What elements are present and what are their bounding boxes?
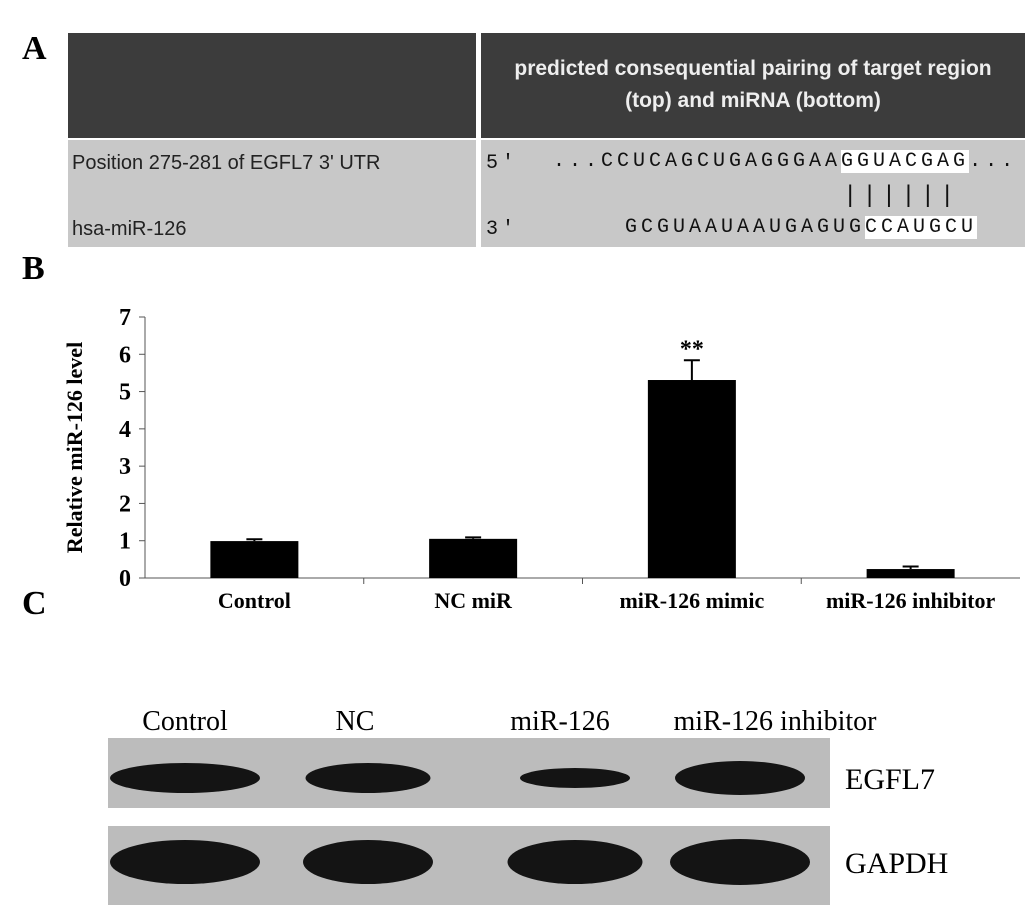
pairing: |||||| [843,183,960,210]
error-bar [246,538,263,542]
header-cell: predicted consequential pairing of targe… [481,33,1025,138]
y-tick-label: 2 [119,491,131,517]
error-bar [902,565,919,570]
error-bar [465,536,482,539]
bar [429,538,518,578]
y-tick-label: 4 [119,417,131,443]
y-tick-label: 6 [119,342,131,368]
lane-label: miR-126 [510,706,610,737]
seq-seed: CCAUGCU [865,216,978,239]
strand-end: 5' [486,152,519,175]
significance: ** [680,336,704,362]
western-blot: Control NC miR-126 miR-126 inhibitor EGFL7 GA… [108,706,948,905]
bar [647,380,736,578]
sequence: GCGUAAUAAUGAGUGCCAUGCU [553,216,978,239]
panel-letter: C [22,585,47,622]
protein-band [520,768,630,788]
blot-label: EGFL7 [845,763,935,796]
seq-part: ...CCUCAGCUGAGGGAA [553,150,842,173]
protein-band [670,839,810,885]
y-tick-label: 7 [119,305,131,331]
row-label: hsa-miR-126 [72,218,187,240]
sequence: ...CCUCAGCUGAGGGAAGGUACGAG... [553,150,1017,173]
panel-letter: B [22,250,45,287]
bar-chart: 0 1 2 3 4 5 6 7 Relative miR-126 level Control NC … [62,305,1020,613]
blot-label: GAPDH [845,847,948,880]
bar [866,569,955,578]
seq-part: GCGUAAUAAUGAGUG [625,216,866,239]
protein-band [507,840,643,884]
x-tick-label: miR-126 inhibitor [826,588,996,613]
protein-band [675,761,805,795]
protein-band [110,840,260,884]
lane-label: NC [336,706,375,737]
lane-label: Control [142,706,228,737]
bar [210,541,299,578]
lane-label: miR-126 inhibitor [674,706,878,737]
y-tick-label: 0 [119,566,131,592]
error-bar [683,359,700,381]
y-axis-label: Relative miR-126 level [62,342,87,553]
seq-part: ... [969,150,1018,173]
panel-letter: A [22,30,47,67]
strand-end: 3' [486,218,519,241]
x-tick-label: miR-126 mimic [619,588,764,613]
header-cell [68,33,476,138]
protein-band [305,763,431,793]
protein-band [303,840,433,884]
y-tick-label: 1 [119,529,131,555]
x-tick-label: Control [218,588,291,613]
y-tick-label: 3 [119,454,131,480]
seq-seed: GGUACGAG [841,150,970,173]
x-tick-label: NC miR [434,588,513,613]
table-cell [68,140,476,247]
row-label: Position 275-281 of EGFL7 3' UTR [72,152,381,174]
y-tick-label: 5 [119,380,131,406]
protein-band [110,763,260,793]
